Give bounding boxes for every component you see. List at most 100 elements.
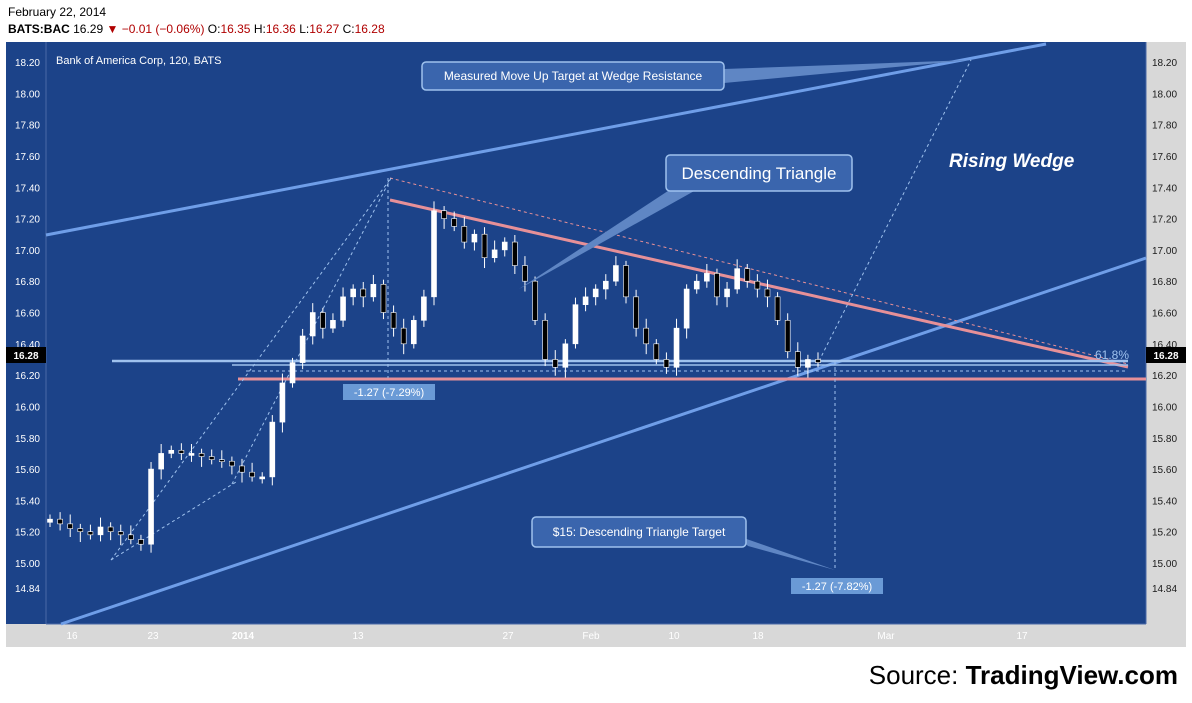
- candle-body: [532, 280, 538, 321]
- y-tick-label: 17.20: [15, 215, 40, 226]
- measured-move-callout[interactable]: [421, 61, 725, 91]
- y-tick-label: 15.80: [15, 434, 40, 445]
- candle-body: [754, 280, 761, 290]
- y-tick-label: 18.00: [1152, 89, 1177, 100]
- candle-body: [582, 296, 589, 305]
- x-axis-ticks: 16 23 2014 13 27 Feb 10 18 Mar 17: [66, 631, 1028, 642]
- candle-body: [269, 421, 276, 478]
- y-tick-label: 15.00: [15, 559, 40, 570]
- y-tick-label: 18.00: [15, 89, 40, 100]
- measured-move-callout-pointer: [724, 60, 971, 83]
- y-tick-label: 17.40: [15, 183, 40, 194]
- candle-body: [67, 523, 74, 529]
- candle-body: [714, 273, 720, 298]
- y-tick-label: 15.00: [1152, 559, 1177, 570]
- candle-body: [97, 526, 104, 536]
- y-tick-label: 16.00: [1152, 402, 1177, 413]
- candle-body: [471, 233, 478, 243]
- fib-level-label: 61.8%: [1095, 348, 1129, 362]
- candle-body: [501, 241, 508, 251]
- triangle-target-callout-text: $15: Descending Triangle Target: [553, 525, 726, 539]
- quote-line: BATS:BAC 16.29 ▼ −0.01 (−0.06%) O:16.35 …: [8, 21, 385, 38]
- x-tick-label: 10: [668, 631, 680, 642]
- wedge-lower-line: [60, 256, 1147, 626]
- candle-body: [380, 284, 387, 313]
- y-tick-label: 14.84: [15, 584, 40, 595]
- y-tick-label: 16.40: [15, 340, 40, 351]
- y-tick-label: 15.40: [15, 496, 40, 507]
- measure-label-right-bg: [791, 578, 883, 594]
- y-tick-label: 16.20: [1152, 371, 1177, 382]
- candle-body: [673, 327, 680, 368]
- x-tick-label: Feb: [582, 631, 600, 642]
- descending-triangle-callout[interactable]: [665, 154, 853, 192]
- candle-body: [360, 288, 367, 298]
- descending-triangle-callout-text: Descending Triangle: [682, 164, 837, 183]
- last-price-tag-right-text: 16.28: [1153, 351, 1178, 362]
- candle-body: [249, 471, 255, 478]
- candle-body: [602, 280, 609, 290]
- y-axis-right-ticks: 18.20 18.00 17.80 17.60 17.40 17.20 17.00 16.80…: [1152, 58, 1177, 595]
- y-tick-label: 16.80: [1152, 277, 1177, 288]
- candle-body: [592, 288, 599, 298]
- candle-body: [724, 288, 730, 298]
- candle-body: [774, 296, 781, 321]
- last-price-tag-left-text: 16.28: [13, 351, 38, 362]
- candle-body: [158, 453, 164, 470]
- candle-body: [744, 268, 751, 282]
- y-tick-label: 17.00: [15, 246, 40, 257]
- last-price-tag-right: [1146, 347, 1186, 363]
- y-tick-label: 17.60: [15, 152, 40, 163]
- y-tick-label: 16.20: [15, 371, 40, 382]
- measured-move-callout-text: Measured Move Up Target at Wedge Resista…: [444, 69, 703, 83]
- source-prefix: Source:: [868, 660, 966, 690]
- close-label: C:: [342, 22, 355, 36]
- low-label: L:: [299, 22, 310, 36]
- y-tick-label: 18.20: [1152, 58, 1177, 69]
- y-tick-label: 16.40: [1152, 340, 1177, 351]
- chart-title: Bank of America Corp, 120, BATS: [56, 55, 221, 67]
- candle-body: [188, 453, 195, 456]
- candle-body: [461, 226, 468, 243]
- y-tick-label: 16.60: [1152, 309, 1177, 320]
- x-tick-label: 2014: [232, 631, 255, 642]
- y-axis-left: [6, 42, 46, 624]
- close-value: 16.28: [354, 22, 385, 36]
- high-label: H:: [253, 22, 266, 36]
- measured-move-left-channel: [110, 177, 392, 561]
- candle-body: [522, 265, 528, 282]
- candle-body: [77, 528, 84, 532]
- candle-body: [693, 280, 700, 290]
- y-tick-label: 14.84: [1152, 584, 1177, 595]
- candle-body: [208, 456, 215, 460]
- candle-body: [491, 249, 498, 259]
- rising-wedge-label: Rising Wedge: [949, 151, 1075, 172]
- y-tick-label: 15.40: [1152, 496, 1177, 507]
- candle-body: [107, 526, 114, 532]
- triangle-target-callout[interactable]: [531, 516, 747, 548]
- candle-body: [683, 288, 690, 329]
- y-tick-label: 17.20: [1152, 215, 1177, 226]
- candle-body: [289, 362, 296, 384]
- candle-body: [653, 343, 660, 360]
- open-value: 16.35: [220, 22, 251, 36]
- candle-body: [421, 296, 427, 321]
- candle-body: [330, 320, 336, 329]
- y-tick-label: 15.80: [1152, 434, 1177, 445]
- y-tick-label: 15.60: [1152, 465, 1177, 476]
- candle-body: [441, 210, 447, 219]
- candle-body: [663, 359, 670, 368]
- symbol-label: BATS:BAC: [8, 22, 70, 36]
- candle-body: [178, 449, 185, 454]
- y-tick-label: 17.80: [1152, 121, 1177, 132]
- candle-body: [633, 296, 639, 329]
- wedge-target-projection: [818, 59, 972, 362]
- candle-body: [320, 312, 326, 329]
- y-tick-label: 16.80: [15, 277, 40, 288]
- x-tick-label: 16: [66, 631, 78, 642]
- candle-body: [410, 320, 417, 345]
- x-tick-label: 27: [502, 631, 514, 642]
- candle-body: [400, 327, 407, 345]
- price-chart[interactable]: 18.20 18.00 17.80 17.60 17.40 17.20 17.00 16.80…: [6, 42, 1186, 647]
- candle-body: [815, 359, 821, 363]
